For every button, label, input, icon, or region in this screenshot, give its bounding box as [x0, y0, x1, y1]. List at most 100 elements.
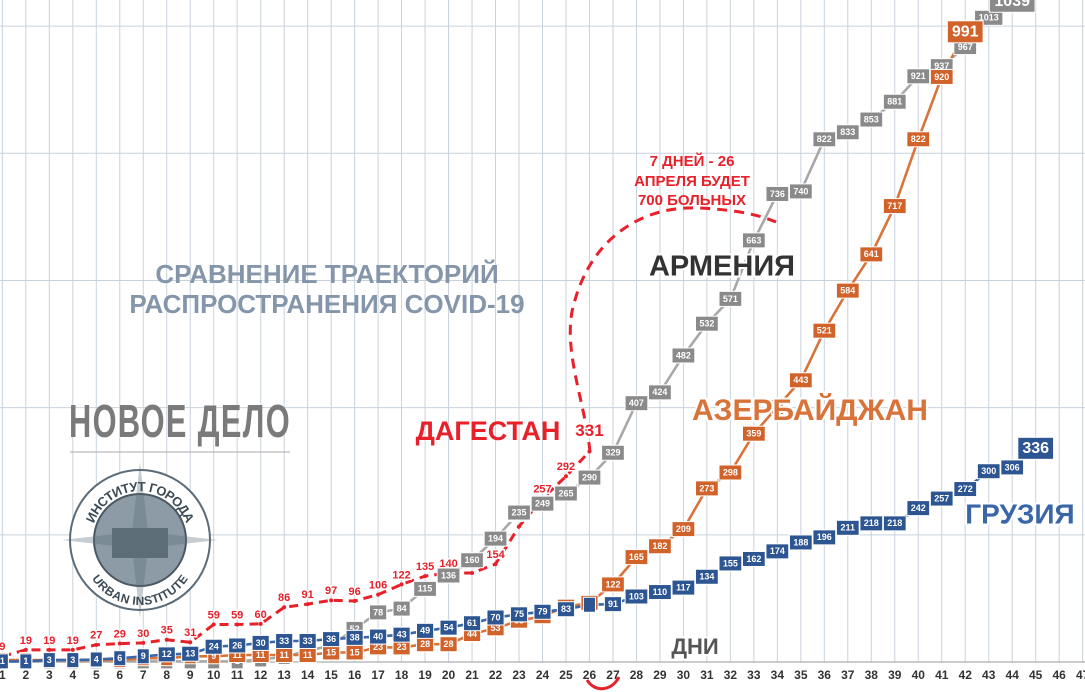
- x-tick-label: 17: [371, 668, 385, 682]
- data-label: 209: [676, 524, 691, 534]
- data-label: 9: [211, 651, 216, 661]
- data-label: 3: [47, 655, 52, 665]
- data-label: 44: [467, 629, 477, 639]
- data-label: 9: [141, 651, 146, 661]
- point-marker: [770, 398, 784, 415]
- point-marker: [835, 282, 860, 299]
- x-tick-label: 35: [794, 668, 808, 682]
- point-marker: [988, 0, 1036, 13]
- series-label: ГРУЗИЯ: [965, 498, 1074, 529]
- x-tick-label: 39: [888, 668, 902, 682]
- point-marker: [530, 495, 555, 512]
- data-label: 249: [535, 499, 550, 509]
- x-axis-label: ДНИ: [671, 634, 718, 659]
- data-label: 15: [350, 647, 360, 657]
- data-label: 663: [746, 235, 761, 245]
- data-label: 27: [90, 630, 102, 642]
- point-marker: [436, 567, 461, 584]
- data-label: 110: [653, 587, 668, 597]
- point-marker: [470, 570, 475, 575]
- x-tick-label: 21: [465, 668, 479, 682]
- data-label: 273: [699, 483, 714, 493]
- data-label: 9: [0, 641, 5, 653]
- data-label: 920: [934, 72, 949, 82]
- data-label: 736: [770, 189, 785, 199]
- point-marker: [258, 621, 263, 626]
- point-marker: [493, 562, 498, 567]
- point-marker: [251, 634, 270, 651]
- point-marker: [648, 384, 672, 401]
- emblem-building: [112, 528, 168, 558]
- x-tick-label: 32: [724, 668, 738, 682]
- data-label: 12: [162, 649, 172, 659]
- point-marker: [188, 640, 193, 645]
- point-marker: [298, 633, 317, 650]
- point-marker: [835, 519, 860, 536]
- data-label: 11: [303, 650, 313, 660]
- point-marker: [624, 588, 649, 605]
- data-label: 40: [373, 631, 383, 641]
- point-marker: [369, 628, 388, 645]
- point-marker: [228, 637, 247, 654]
- point-marker: [859, 515, 884, 532]
- data-label: 331: [575, 421, 603, 440]
- point-marker: [882, 93, 907, 110]
- data-label: 75: [514, 609, 524, 619]
- point-marker: [66, 652, 80, 669]
- data-label: 641: [864, 249, 879, 259]
- point-marker: [164, 637, 169, 642]
- data-label: 1: [23, 656, 28, 666]
- x-tick-label: 31: [700, 668, 714, 682]
- point-marker: [282, 605, 287, 610]
- data-label: 23: [373, 642, 383, 652]
- data-label: 265: [558, 488, 573, 498]
- point-marker: [671, 347, 696, 364]
- point-marker: [906, 131, 931, 148]
- x-tick-label: 6: [116, 668, 123, 682]
- data-label: 59: [208, 609, 220, 621]
- point-marker: [94, 642, 99, 647]
- data-label: 154: [486, 549, 505, 561]
- data-label: 218: [887, 518, 902, 528]
- point-marker: [113, 650, 127, 667]
- point-marker: [946, 20, 984, 44]
- data-label: 11: [279, 650, 289, 660]
- data-label: 13: [185, 649, 195, 659]
- series-line: [1, 450, 591, 658]
- data-label: 329: [605, 448, 620, 458]
- data-label: 33: [303, 636, 313, 646]
- logo: НОВОЕ ДЕЛО ИНСТИТУТ ГОРОДА URBAN INSTITU…: [62, 395, 290, 618]
- point-marker: [601, 576, 625, 593]
- x-tick-label: 7: [140, 668, 147, 682]
- data-label: 242: [911, 503, 926, 513]
- x-tick-label: 8: [163, 668, 170, 682]
- point-marker: [392, 600, 411, 617]
- point-marker: [507, 504, 531, 521]
- data-label: 26: [232, 640, 242, 650]
- x-tick-label: 37: [841, 668, 855, 682]
- data-label: 881: [887, 97, 902, 107]
- x-tick-label: 12: [254, 668, 268, 682]
- point-marker: [117, 641, 122, 646]
- data-label: 122: [605, 579, 620, 589]
- point-marker: [1017, 436, 1055, 460]
- x-tick-label: 1: [0, 668, 6, 682]
- series-label: АРМЕНИЯ: [649, 251, 795, 283]
- point-marker: [741, 425, 766, 442]
- data-label: 182: [652, 541, 667, 551]
- point-marker: [577, 469, 602, 486]
- data-label: 33: [279, 636, 289, 646]
- data-label: 155: [723, 558, 738, 568]
- data-label: 136: [441, 570, 456, 580]
- data-label: 15: [326, 647, 336, 657]
- x-tick-label: 18: [395, 668, 409, 682]
- data-label: 61: [467, 618, 477, 628]
- point-marker: [765, 543, 790, 560]
- data-label: 306: [1005, 462, 1020, 472]
- data-label: 424: [652, 387, 667, 397]
- point-marker: [47, 647, 52, 652]
- x-tick-label: 10: [207, 668, 221, 682]
- point-marker: [369, 604, 388, 621]
- point-marker: [582, 596, 596, 613]
